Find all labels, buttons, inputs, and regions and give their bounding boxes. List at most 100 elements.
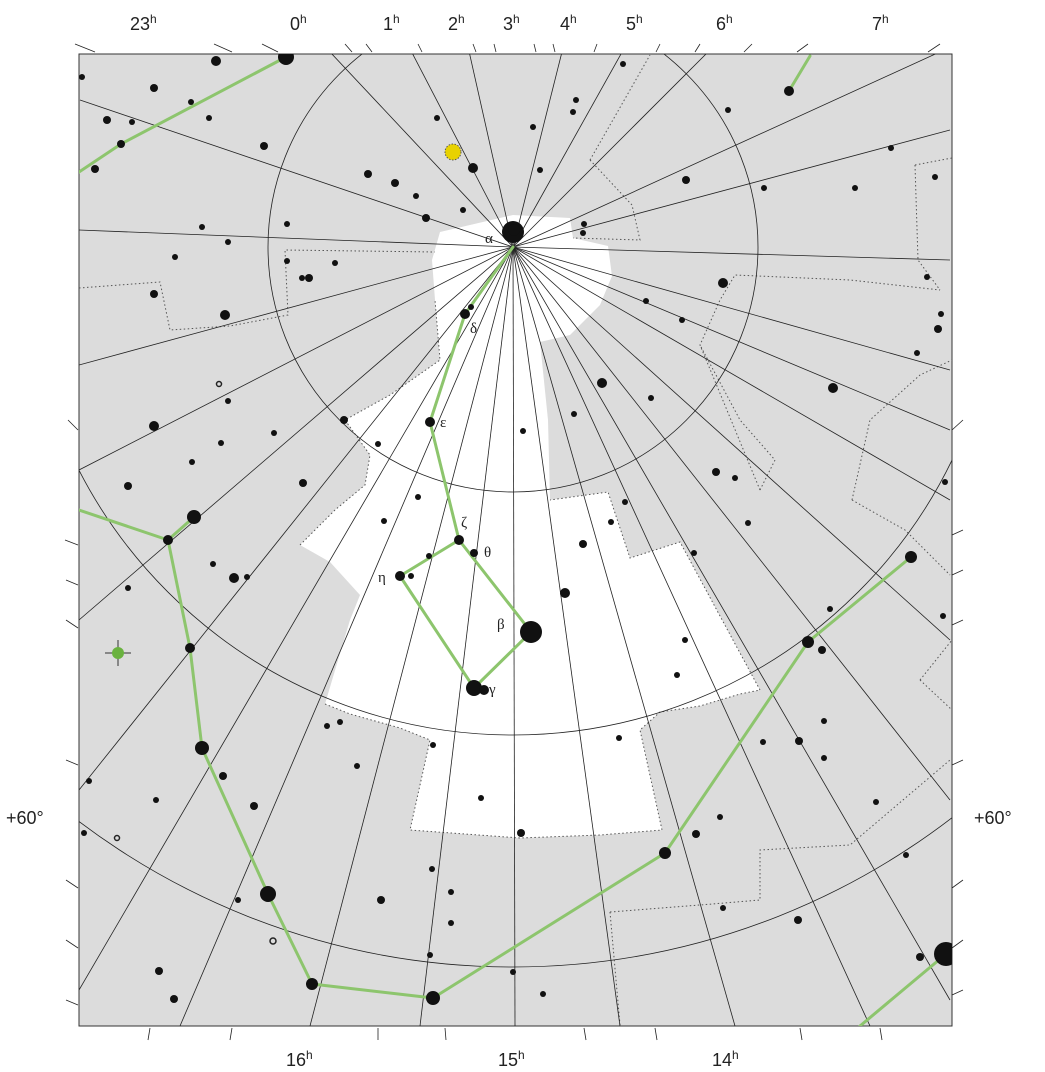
tick-mark — [951, 879, 964, 889]
tick-mark — [65, 619, 79, 629]
star — [510, 969, 516, 975]
tick-mark — [365, 43, 373, 53]
ra-label-4: 4h — [560, 12, 577, 34]
star — [260, 886, 276, 902]
star — [794, 916, 802, 924]
camelopardalis-figure — [787, 54, 812, 93]
tick-mark — [64, 539, 79, 546]
star — [422, 214, 430, 222]
ra-line — [512, 246, 951, 371]
star — [460, 309, 470, 319]
star — [195, 741, 209, 755]
star — [103, 116, 111, 124]
ra-line — [512, 246, 951, 801]
star — [408, 573, 414, 579]
star — [306, 978, 318, 990]
star — [218, 440, 224, 446]
declination-circles — [79, 54, 952, 968]
label-eta: η — [378, 570, 386, 586]
tick-mark — [65, 759, 79, 766]
label-epsilon: ε — [440, 415, 446, 431]
dec-label-right: +60° — [974, 808, 1012, 828]
tick-mark — [927, 43, 941, 53]
star — [354, 763, 360, 769]
star — [852, 185, 858, 191]
tick-mark — [65, 939, 79, 949]
star — [324, 723, 330, 729]
star — [616, 735, 622, 741]
star — [448, 889, 454, 895]
tick-mark — [533, 43, 537, 53]
ra-line — [512, 246, 951, 641]
ra-line — [79, 246, 514, 791]
star — [150, 84, 158, 92]
star — [225, 398, 231, 404]
star — [924, 274, 930, 280]
star — [466, 680, 482, 696]
tick-mark — [796, 43, 809, 53]
tick-mark — [552, 43, 556, 53]
star — [278, 54, 294, 65]
tick-mark — [67, 419, 79, 431]
star — [299, 479, 307, 487]
star — [732, 475, 738, 481]
label-alpha: α — [485, 231, 493, 247]
star — [938, 311, 944, 317]
star — [199, 224, 205, 230]
border-ticks — [64, 43, 964, 1041]
ra-label-16: 16h — [286, 1048, 313, 1070]
star — [622, 499, 628, 505]
ra-line — [512, 246, 736, 1026]
ra-label-14: 14h — [712, 1048, 739, 1070]
star — [340, 416, 348, 424]
open-star-markers — [113, 380, 277, 945]
ra-label-23: 23h — [130, 12, 157, 34]
star — [188, 99, 194, 105]
star — [540, 991, 546, 997]
tick-mark — [65, 879, 79, 889]
star — [429, 866, 435, 872]
label-zeta: ζ — [461, 515, 467, 531]
star — [940, 613, 946, 619]
ra-line — [79, 246, 514, 471]
dec-label-left: +60° — [6, 808, 44, 828]
star — [691, 550, 697, 556]
ra-label-15: 15h — [498, 1048, 525, 1070]
star — [395, 571, 405, 581]
star — [573, 97, 579, 103]
star — [185, 643, 195, 653]
star — [415, 494, 421, 500]
label-beta: β — [497, 617, 505, 633]
star — [299, 275, 305, 281]
star — [479, 685, 489, 695]
ra-line — [512, 246, 951, 501]
planet-marker — [444, 143, 462, 161]
star — [745, 520, 751, 526]
ra-line — [79, 99, 514, 248]
tick-mark — [951, 419, 964, 431]
star — [375, 441, 381, 447]
star — [149, 421, 159, 431]
label-theta: θ — [484, 545, 491, 561]
star — [427, 952, 433, 958]
ra-label-2: 2h — [448, 12, 465, 34]
star — [942, 479, 948, 485]
star — [189, 459, 195, 465]
tick-mark — [655, 43, 661, 53]
star — [570, 109, 576, 115]
star — [426, 991, 440, 1005]
ra-line — [512, 54, 622, 248]
star — [560, 588, 570, 598]
star — [580, 230, 586, 236]
star — [717, 814, 723, 820]
tick-mark — [694, 43, 701, 53]
constellation-boundaries — [79, 54, 952, 1026]
star — [448, 920, 454, 926]
star — [460, 207, 466, 213]
tick-mark — [74, 43, 96, 53]
tick-mark — [743, 43, 753, 53]
tick-mark — [261, 43, 279, 53]
star — [932, 174, 938, 180]
star — [620, 61, 626, 67]
